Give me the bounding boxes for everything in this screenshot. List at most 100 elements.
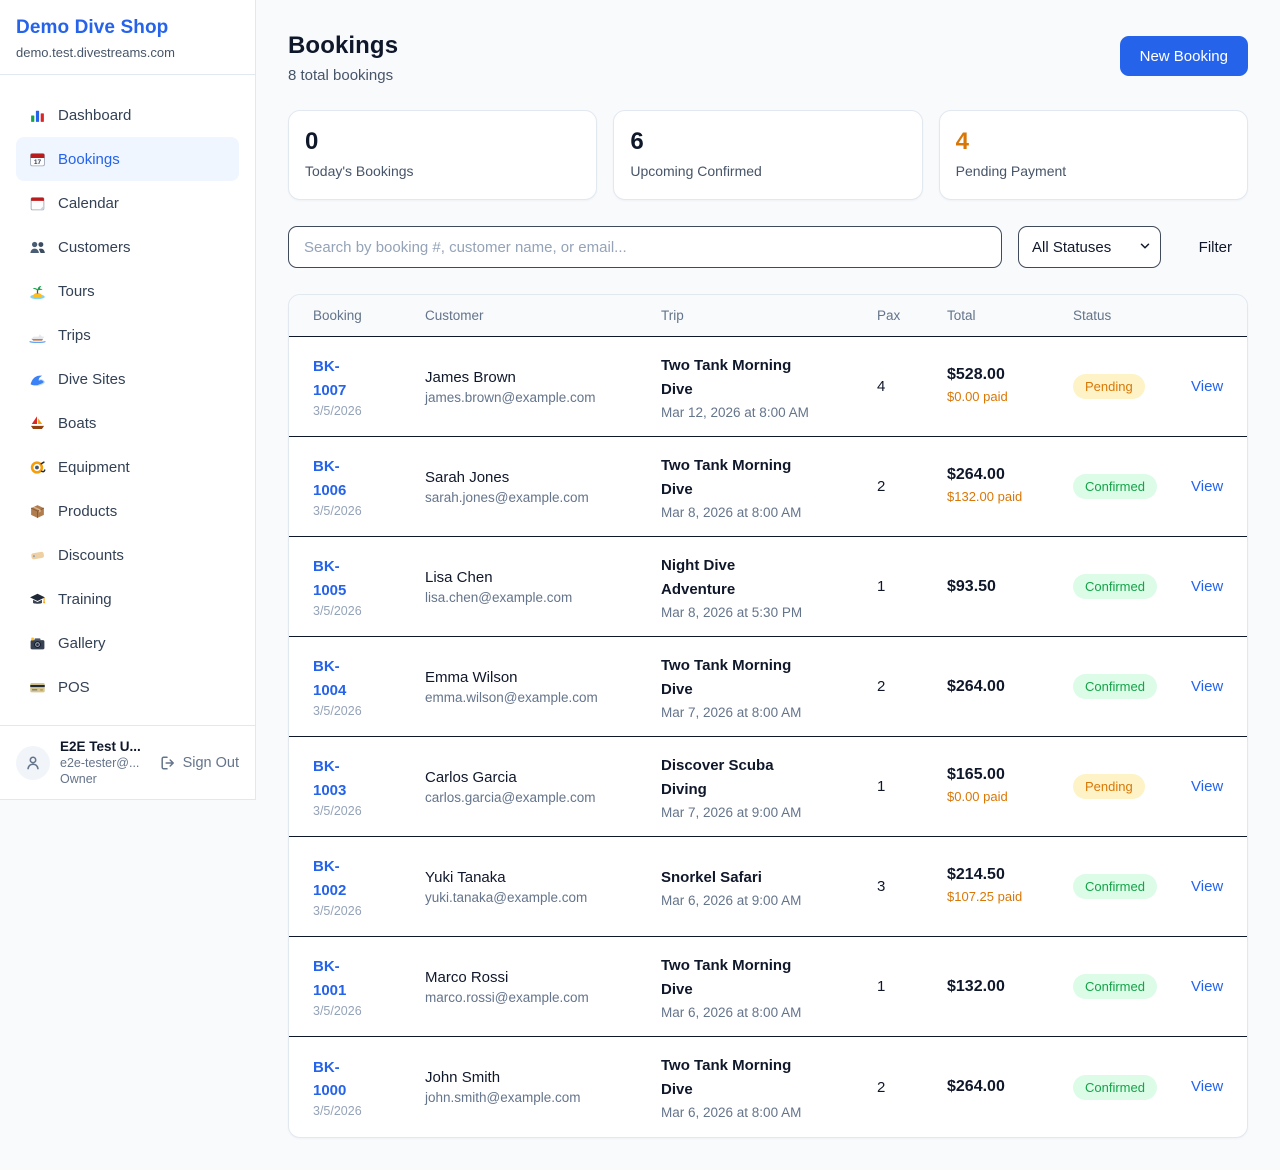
- sidebar-item-label: Discounts: [58, 546, 124, 564]
- pax-count: 1: [877, 778, 886, 795]
- wave-icon: [28, 370, 46, 388]
- booking-id-link[interactable]: BK-1003: [313, 758, 347, 799]
- booking-cell: BK-1007 3/5/2026: [313, 355, 425, 418]
- bookings-table: Booking Customer Trip Pax Total Status BK-100…: [288, 294, 1248, 1138]
- sidebar-item-bookings[interactable]: 17 Bookings: [16, 137, 239, 181]
- sidebar-item-label: Bookings: [58, 150, 120, 168]
- booking-cell: BK-1006 3/5/2026: [313, 455, 425, 518]
- view-link[interactable]: View: [1191, 1078, 1224, 1095]
- view-link[interactable]: View: [1191, 677, 1224, 695]
- trip-name: Two Tank Morning Dive: [661, 656, 792, 698]
- status-badge: Confirmed: [1073, 974, 1157, 999]
- total-cell: $264.00 $132.00 paid: [947, 466, 1073, 507]
- trip-name: Two Tank Morning Dive: [661, 456, 792, 498]
- total-cell: $264.00: [947, 1078, 1073, 1096]
- booking-id-link[interactable]: BK-1004: [313, 658, 347, 699]
- sidebar-footer: E2E Test U... e2e-tester@... Owner Sign …: [0, 725, 255, 799]
- sidebar-item-pos[interactable]: POS: [16, 665, 239, 709]
- trip-datetime: Mar 6, 2026 at 8:00 AM: [661, 1004, 802, 1020]
- customer-cell: Yuki Tanaka yuki.tanaka@example.com: [425, 869, 661, 905]
- sidebar-item-label: Training: [58, 590, 112, 608]
- search-input[interactable]: [288, 226, 1002, 268]
- trip-name: Night Dive Adventure: [661, 556, 736, 598]
- view-link[interactable]: View: [1191, 477, 1224, 495]
- view-link[interactable]: View: [1191, 977, 1224, 995]
- sidebar: Demo Dive Shop demo.test.divestreams.com…: [0, 0, 256, 800]
- column-header-status: Status: [1073, 308, 1112, 323]
- customer-cell: Carlos Garcia carlos.garcia@example.com: [425, 769, 661, 805]
- sidebar-item-gallery[interactable]: Gallery: [16, 621, 239, 665]
- booking-created-date: 3/5/2026: [313, 903, 362, 918]
- booking-id-link[interactable]: BK-1001: [313, 958, 347, 999]
- sidebar-item-dashboard[interactable]: Dashboard: [16, 93, 239, 137]
- sidebar-item-dive-sites[interactable]: Dive Sites: [16, 357, 239, 401]
- stat-label: Upcoming Confirmed: [630, 163, 762, 179]
- trip-datetime: Mar 8, 2026 at 8:00 AM: [661, 504, 802, 520]
- user-role: Owner: [60, 772, 97, 786]
- booking-cell: BK-1005 3/5/2026: [313, 555, 425, 618]
- action-cell: View: [1191, 478, 1223, 496]
- booking-cell: BK-1000 3/5/2026: [313, 1056, 425, 1119]
- booking-id-link[interactable]: BK-1002: [313, 858, 347, 899]
- trip-datetime: Mar 6, 2026 at 9:00 AM: [661, 892, 802, 908]
- stat-card-today-s-bookings: 0 Today's Bookings: [288, 110, 598, 200]
- trip-cell: Discover Scuba Diving Mar 7, 2026 at 9:0…: [661, 754, 877, 820]
- total-cell: $528.00 $0.00 paid: [947, 366, 1073, 407]
- customer-email: emma.wilson@example.com: [425, 689, 598, 705]
- stat-label: Today's Bookings: [305, 163, 414, 179]
- status-cell: Confirmed: [1073, 974, 1191, 999]
- booking-id-link[interactable]: BK-1007: [313, 358, 347, 399]
- total-amount: $93.50: [947, 577, 996, 595]
- action-cell: View: [1191, 678, 1223, 696]
- grad-cap-icon: [28, 590, 46, 608]
- sidebar-item-label: Products: [58, 502, 118, 520]
- total-cell: $214.50 $107.25 paid: [947, 866, 1073, 907]
- booking-cell: BK-1003 3/5/2026: [313, 755, 425, 818]
- total-amount: $264.00: [947, 677, 1005, 695]
- total-amount: $132.00: [947, 977, 1005, 995]
- stat-value: 6: [630, 128, 644, 155]
- booking-id-link[interactable]: BK-1006: [313, 458, 347, 499]
- sidebar-item-training[interactable]: Training: [16, 577, 239, 621]
- stat-card-pending-payment: 4 Pending Payment: [938, 110, 1248, 200]
- sailboat-icon: [28, 414, 46, 432]
- view-link[interactable]: View: [1191, 777, 1224, 795]
- sidebar-item-products[interactable]: Products: [16, 489, 239, 533]
- dive-mask-icon: [28, 458, 46, 476]
- sidebar-item-calendar[interactable]: Calendar: [16, 181, 239, 225]
- sidebar-item-boats[interactable]: Boats: [16, 401, 239, 445]
- sidebar-item-customers[interactable]: Customers: [16, 225, 239, 269]
- main-content: Bookings 8 total bookings New Booking 0 …: [256, 0, 1280, 1170]
- filter-button[interactable]: Filter: [1198, 238, 1232, 256]
- sidebar-item-label: Tours: [58, 282, 95, 300]
- brand-block: Demo Dive Shop demo.test.divestreams.com: [0, 0, 255, 75]
- view-link[interactable]: View: [1191, 377, 1224, 395]
- booking-id-link[interactable]: BK-1000: [313, 1058, 347, 1099]
- pax-count: 3: [877, 878, 886, 895]
- booking-created-date: 3/5/2026: [313, 603, 362, 618]
- table-row: BK-1004 3/5/2026 Emma Wilson emma.wilson…: [289, 637, 1247, 737]
- paid-amount: $0.00 paid: [947, 789, 1008, 805]
- booking-created-date: 3/5/2026: [313, 1003, 362, 1018]
- status-filter-select[interactable]: All Statuses: [1018, 226, 1161, 268]
- customer-email: yuki.tanaka@example.com: [425, 889, 588, 905]
- customer-email: john.smith@example.com: [425, 1090, 581, 1105]
- sidebar-item-trips[interactable]: Trips: [16, 313, 239, 357]
- status-cell: Pending: [1073, 774, 1191, 799]
- view-link[interactable]: View: [1191, 877, 1224, 895]
- sidebar-nav: Dashboard 17 Bookings Calendar Customers…: [0, 75, 255, 709]
- new-booking-button[interactable]: New Booking: [1119, 36, 1248, 76]
- booking-id-link[interactable]: BK-1005: [313, 558, 347, 599]
- customer-email: lisa.chen@example.com: [425, 589, 573, 605]
- column-header-customer: Customer: [425, 308, 484, 323]
- total-amount: $165.00: [947, 766, 1005, 784]
- sign-out-button[interactable]: Sign Out: [160, 755, 239, 771]
- view-link[interactable]: View: [1191, 577, 1224, 595]
- dashboard-chart-icon: [28, 106, 46, 124]
- sidebar-item-tours[interactable]: Tours: [16, 269, 239, 313]
- customer-name: Lisa Chen: [425, 568, 493, 586]
- page-header: Bookings 8 total bookings New Booking: [288, 32, 1248, 84]
- sidebar-item-discounts[interactable]: Discounts: [16, 533, 239, 577]
- sidebar-item-equipment[interactable]: Equipment: [16, 445, 239, 489]
